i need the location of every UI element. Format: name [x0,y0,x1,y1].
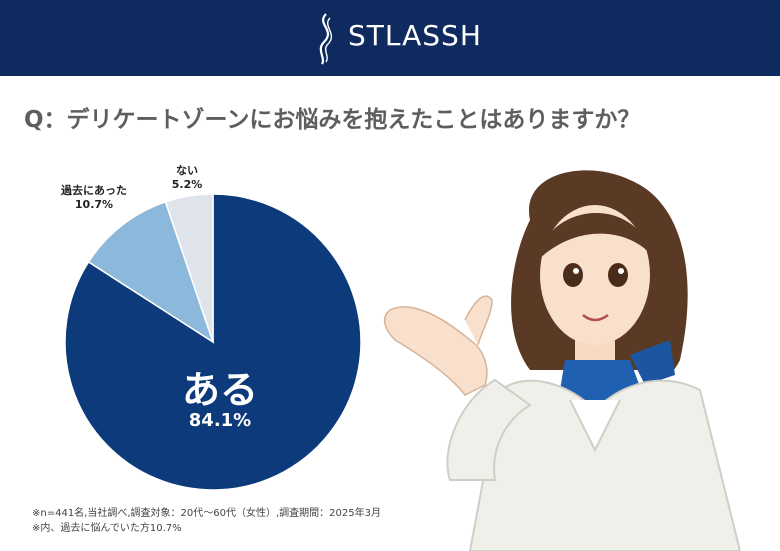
footnotes: ※n=441名,当社調べ,調査対象：20代〜60代（女性）,調査期間：2025年… [32,506,512,536]
slice-label-past: 過去にあった 10.7% [54,184,134,212]
footnote-past: ※内、過去に悩んでいた方10.7% [32,523,182,534]
logo-swirl-icon [319,13,333,65]
slice-label-yes-text: ある [181,368,258,412]
header-bar: STLASSH [0,0,780,76]
footnote-survey: ※n=441名,当社調べ,調査対象：20代〜60代（女性）,調査期間：2025年… [32,508,381,519]
pie-slice-past [87,200,215,344]
pie-slice-none [164,193,214,343]
slice-label-past-value: 10.7% [74,198,114,211]
slice-label-none: ない 5.2% [162,164,212,192]
slice-label-none-text: ない [176,164,198,177]
slice-label-none-value: 5.2% [171,178,203,191]
survey-question: Q：デリケートゾーンにお悩みを抱えたことはありますか？ [24,107,641,133]
logo-text: STLASSH [348,19,482,52]
woman-presenting-illustration [383,170,742,551]
slice-label-past-text: 過去にあった [61,184,127,197]
slice-label-yes-value: 84.1% [188,410,252,431]
